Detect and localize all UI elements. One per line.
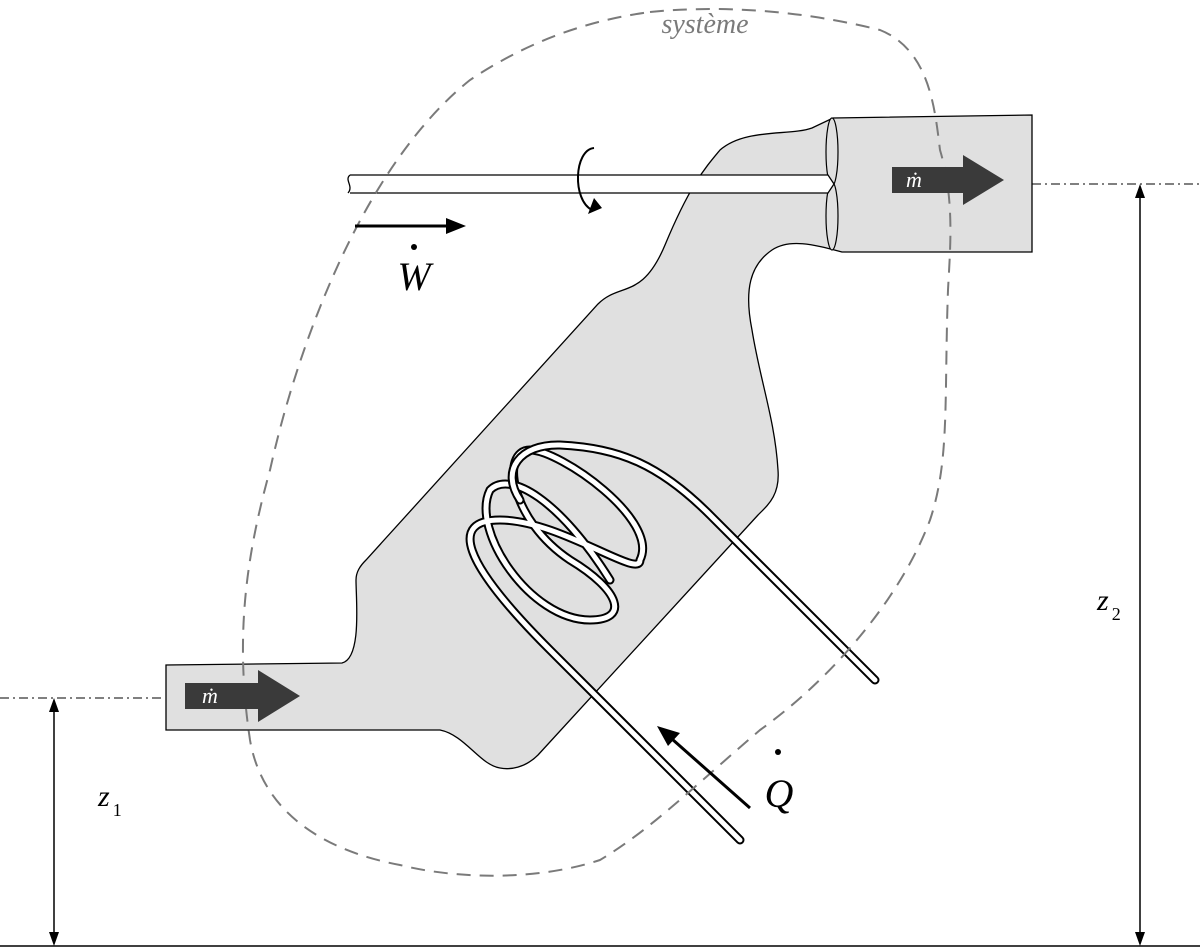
inlet-mass-flow-label: ṁ (202, 683, 218, 708)
z2-arrowhead-top-icon (1135, 184, 1145, 198)
system-label: système (661, 9, 748, 40)
system-boundary (241, 8, 952, 877)
outlet-mass-flow-label: ṁ (906, 167, 922, 192)
z1-arrowhead-top-icon (49, 698, 59, 712)
inlet-flow-arrow-icon (185, 670, 300, 722)
heat-label: Q (765, 771, 794, 816)
work-arrowhead-icon (446, 218, 466, 234)
heating-coil (465, 440, 880, 845)
outlet-flow-arrow-icon (892, 155, 1004, 205)
z1-symbol: z (97, 780, 110, 813)
z1-subscript: 1 (113, 800, 122, 820)
z2-arrowhead-bottom-icon (1135, 932, 1145, 946)
work-dot-icon (411, 244, 417, 250)
z2-symbol: z (1096, 584, 1109, 617)
heat-dot-icon (775, 749, 781, 755)
rotation-icon (577, 147, 595, 211)
z1-arrowhead-bottom-icon (49, 932, 59, 946)
shaft-broken-end (347, 174, 351, 194)
work-label: W (397, 254, 434, 299)
rotation-arrowhead-icon (588, 198, 602, 214)
shaft (350, 174, 835, 194)
z2-subscript: 2 (1112, 604, 1121, 624)
heat-arrow (671, 737, 751, 810)
fluid-vessel (165, 114, 1033, 770)
heat-arrowhead-icon (657, 726, 680, 746)
